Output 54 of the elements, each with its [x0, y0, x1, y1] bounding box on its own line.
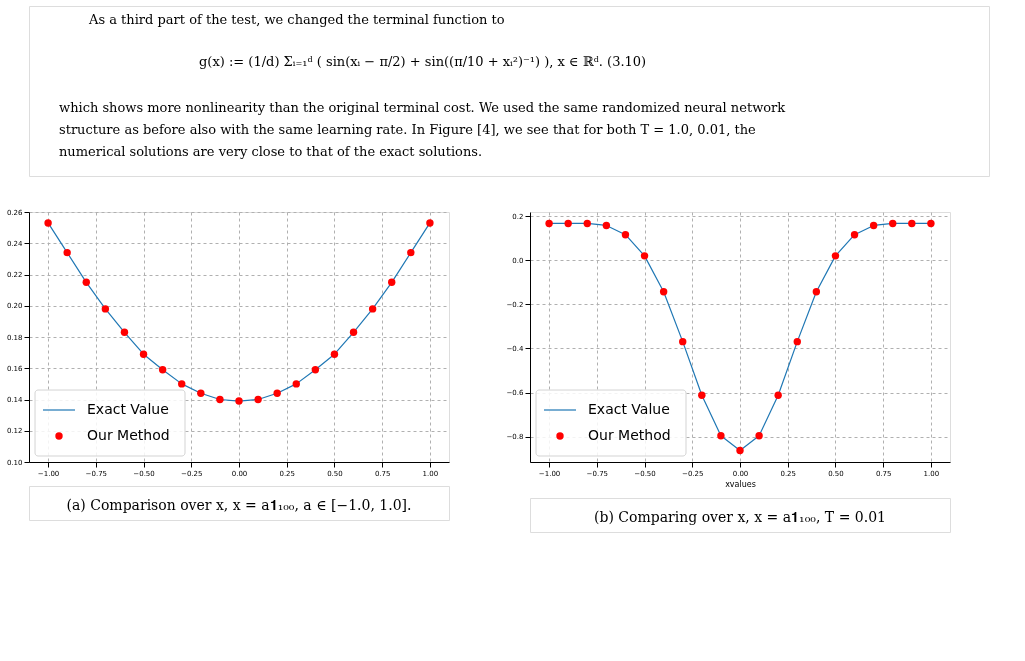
text: g(x) := (1/d) Σᵢ₌₁ᵈ ( sin(xᵢ − π/2) + sin((π/10 + xᵢ²)⁻¹) ), x ∈ ℝᵈ. (3.10): [199, 54, 647, 69]
point: [698, 391, 706, 399]
legend-label: Exact Value: [588, 401, 670, 417]
point: [235, 397, 243, 405]
point: [831, 252, 840, 260]
point: [640, 252, 649, 260]
text: numerical solutions are very close to that of the exact solutions.: [59, 144, 483, 159]
point: [755, 432, 763, 440]
point: [292, 380, 300, 388]
text: which shows more nonlinearity than the original terminal cost. We used the same randomized neural network: [59, 100, 786, 115]
point: [311, 366, 320, 374]
point: [426, 219, 434, 227]
point: [254, 395, 262, 404]
point: [621, 231, 630, 239]
point: [908, 219, 916, 228]
point: [602, 221, 611, 230]
text: structure as before also with the same learning rate. In Figure [4], we see that for both T = 1.0, 0.01, the: [59, 122, 757, 137]
point: [679, 337, 687, 346]
point: [120, 328, 129, 337]
text: (b) Comparing over x, x = a𝟏₁₀₀, T = 0.01: [594, 509, 886, 525]
point: [82, 278, 90, 287]
point: [330, 350, 339, 358]
point: [717, 432, 725, 440]
point: [139, 350, 148, 358]
x-axis-title: xvalues: [725, 479, 756, 489]
point: [889, 219, 897, 228]
point: [850, 231, 859, 239]
point: [44, 219, 52, 227]
point: [216, 395, 224, 404]
point: [812, 288, 821, 296]
text: (a) Comparison over x, x = a𝟏₁₀₀, a ∈ [−1.0, 1.0].: [66, 497, 412, 513]
point: [63, 248, 71, 257]
point: [545, 219, 553, 228]
point: [388, 278, 396, 287]
point: [368, 305, 377, 313]
point: [197, 389, 205, 397]
legend-label: Exact Value: [87, 401, 169, 417]
point: [736, 446, 744, 455]
point: [564, 219, 572, 228]
point: [583, 219, 591, 228]
point: [101, 305, 110, 313]
point: [774, 391, 782, 399]
point: [869, 221, 878, 230]
text: As a third part of the test, we changed the terminal function to: [88, 12, 505, 27]
legend-label: Our Method: [588, 427, 671, 443]
point: [659, 288, 668, 296]
point: [407, 248, 415, 257]
point: [793, 337, 801, 346]
point: [273, 389, 281, 397]
point: [158, 366, 167, 374]
legend-label: Our Method: [87, 427, 170, 443]
point: [927, 219, 935, 228]
point: [349, 328, 358, 337]
point: [178, 380, 186, 388]
